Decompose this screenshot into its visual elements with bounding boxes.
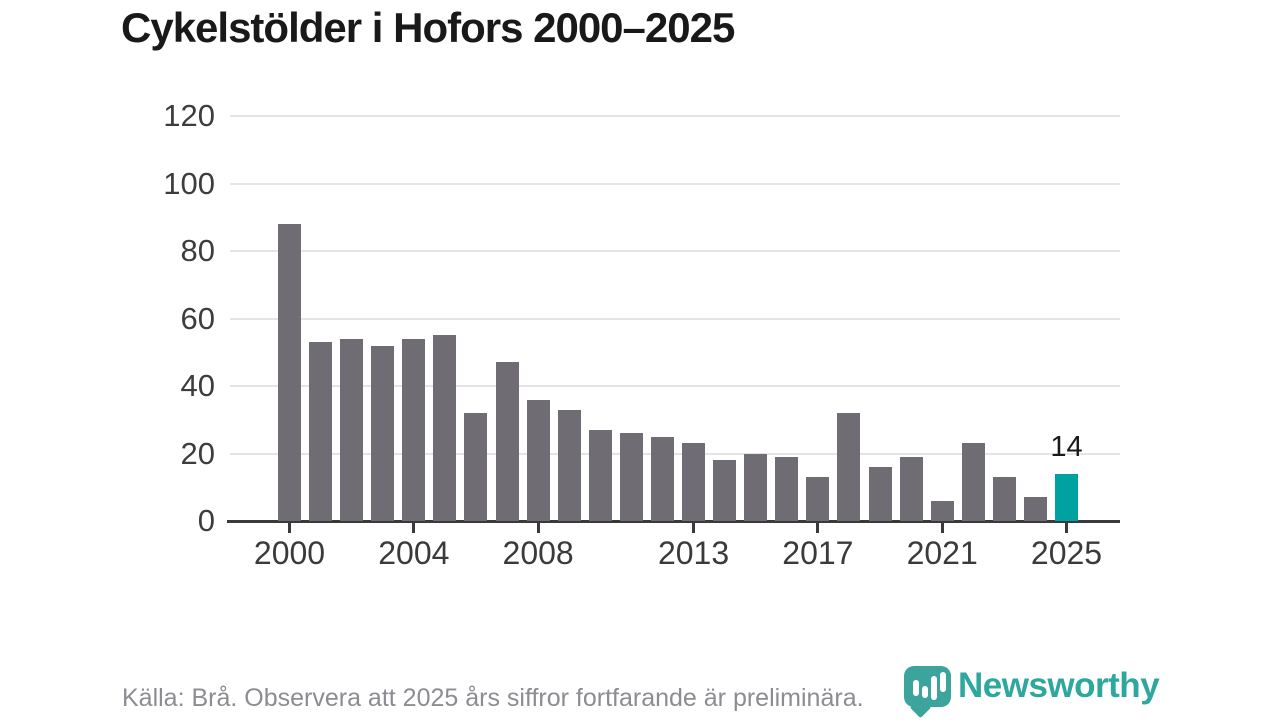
x-tick-2000 xyxy=(288,522,291,533)
logo-chart-bar-icon xyxy=(931,676,937,700)
bar-2008 xyxy=(526,399,550,521)
page-title: Cykelstölder i Hofors 2000–2025 xyxy=(121,4,735,51)
x-axis-line xyxy=(227,520,1120,523)
x-tick-2025 xyxy=(1065,522,1068,533)
bar-2003 xyxy=(371,345,395,521)
bar-2024 xyxy=(1023,497,1047,521)
logo-chart-bar-icon xyxy=(922,686,928,698)
x-tick-2013 xyxy=(692,522,696,533)
bar-2009 xyxy=(557,409,581,521)
bar-2002 xyxy=(340,338,364,521)
bar-2023 xyxy=(992,477,1016,521)
bar-2007 xyxy=(495,362,519,521)
source-note: Källa: Brå. Observera att 2025 års siffr… xyxy=(122,684,864,712)
bar-2021 xyxy=(930,500,954,521)
bar-2017 xyxy=(806,477,830,521)
x-axis-label-2004: 2004 xyxy=(378,535,450,571)
bar-2006 xyxy=(464,413,488,521)
bar-2025 xyxy=(1055,473,1078,521)
bar-2005 xyxy=(433,335,457,521)
bar-2010 xyxy=(588,429,612,521)
y-axis-label-40: 40 xyxy=(180,368,215,403)
x-tick-2004 xyxy=(412,522,416,533)
gridline-80 xyxy=(230,250,1120,252)
y-axis-label-80: 80 xyxy=(180,233,215,268)
gridline-60 xyxy=(230,317,1120,320)
x-axis-label-2008: 2008 xyxy=(502,535,574,571)
x-axis-label-2021: 2021 xyxy=(906,535,978,571)
y-axis-label-100: 100 xyxy=(163,165,215,201)
gridline-120 xyxy=(230,115,1120,117)
newsworthy-wordmark: Newsworthy xyxy=(958,666,1160,705)
logo-chart-bar-icon xyxy=(913,680,919,696)
bar-2012 xyxy=(650,436,674,521)
bar-2004 xyxy=(402,338,426,521)
x-tick-2008 xyxy=(536,522,540,533)
y-axis-label-20: 20 xyxy=(180,435,215,471)
y-axis-label-0: 0 xyxy=(197,503,215,538)
bar-2011 xyxy=(619,433,643,521)
bar-2019 xyxy=(868,467,892,521)
bar-2015 xyxy=(744,453,768,521)
x-axis-label-2000: 2000 xyxy=(253,535,326,571)
bar-2016 xyxy=(775,456,799,521)
x-axis-label-2025: 2025 xyxy=(1030,535,1103,571)
value-label-2025: 14 xyxy=(1050,430,1083,463)
bar-2001 xyxy=(309,342,333,521)
bar-2000 xyxy=(278,224,301,521)
bar-2014 xyxy=(713,460,737,521)
x-tick-2017 xyxy=(816,522,820,533)
logo-chart-bar-icon xyxy=(940,672,946,692)
bar-2018 xyxy=(837,413,861,521)
x-axis-label-2013: 2013 xyxy=(657,535,730,571)
y-axis-label-120: 120 xyxy=(163,98,215,133)
gridline-40 xyxy=(230,385,1120,387)
bar-2020 xyxy=(899,456,923,521)
gridline-20 xyxy=(230,452,1120,455)
y-axis-label-60: 60 xyxy=(180,300,215,336)
x-axis-label-2017: 2017 xyxy=(782,535,854,571)
x-tick-2021 xyxy=(940,522,944,533)
gridline-100 xyxy=(230,182,1120,185)
bar-chart-plot-area: 0 20 40 60 80 100 120 2000 2004 2008 2013 2017 2021 2… xyxy=(163,100,1120,571)
bar-2022 xyxy=(961,443,985,521)
bar-2013 xyxy=(682,443,706,521)
